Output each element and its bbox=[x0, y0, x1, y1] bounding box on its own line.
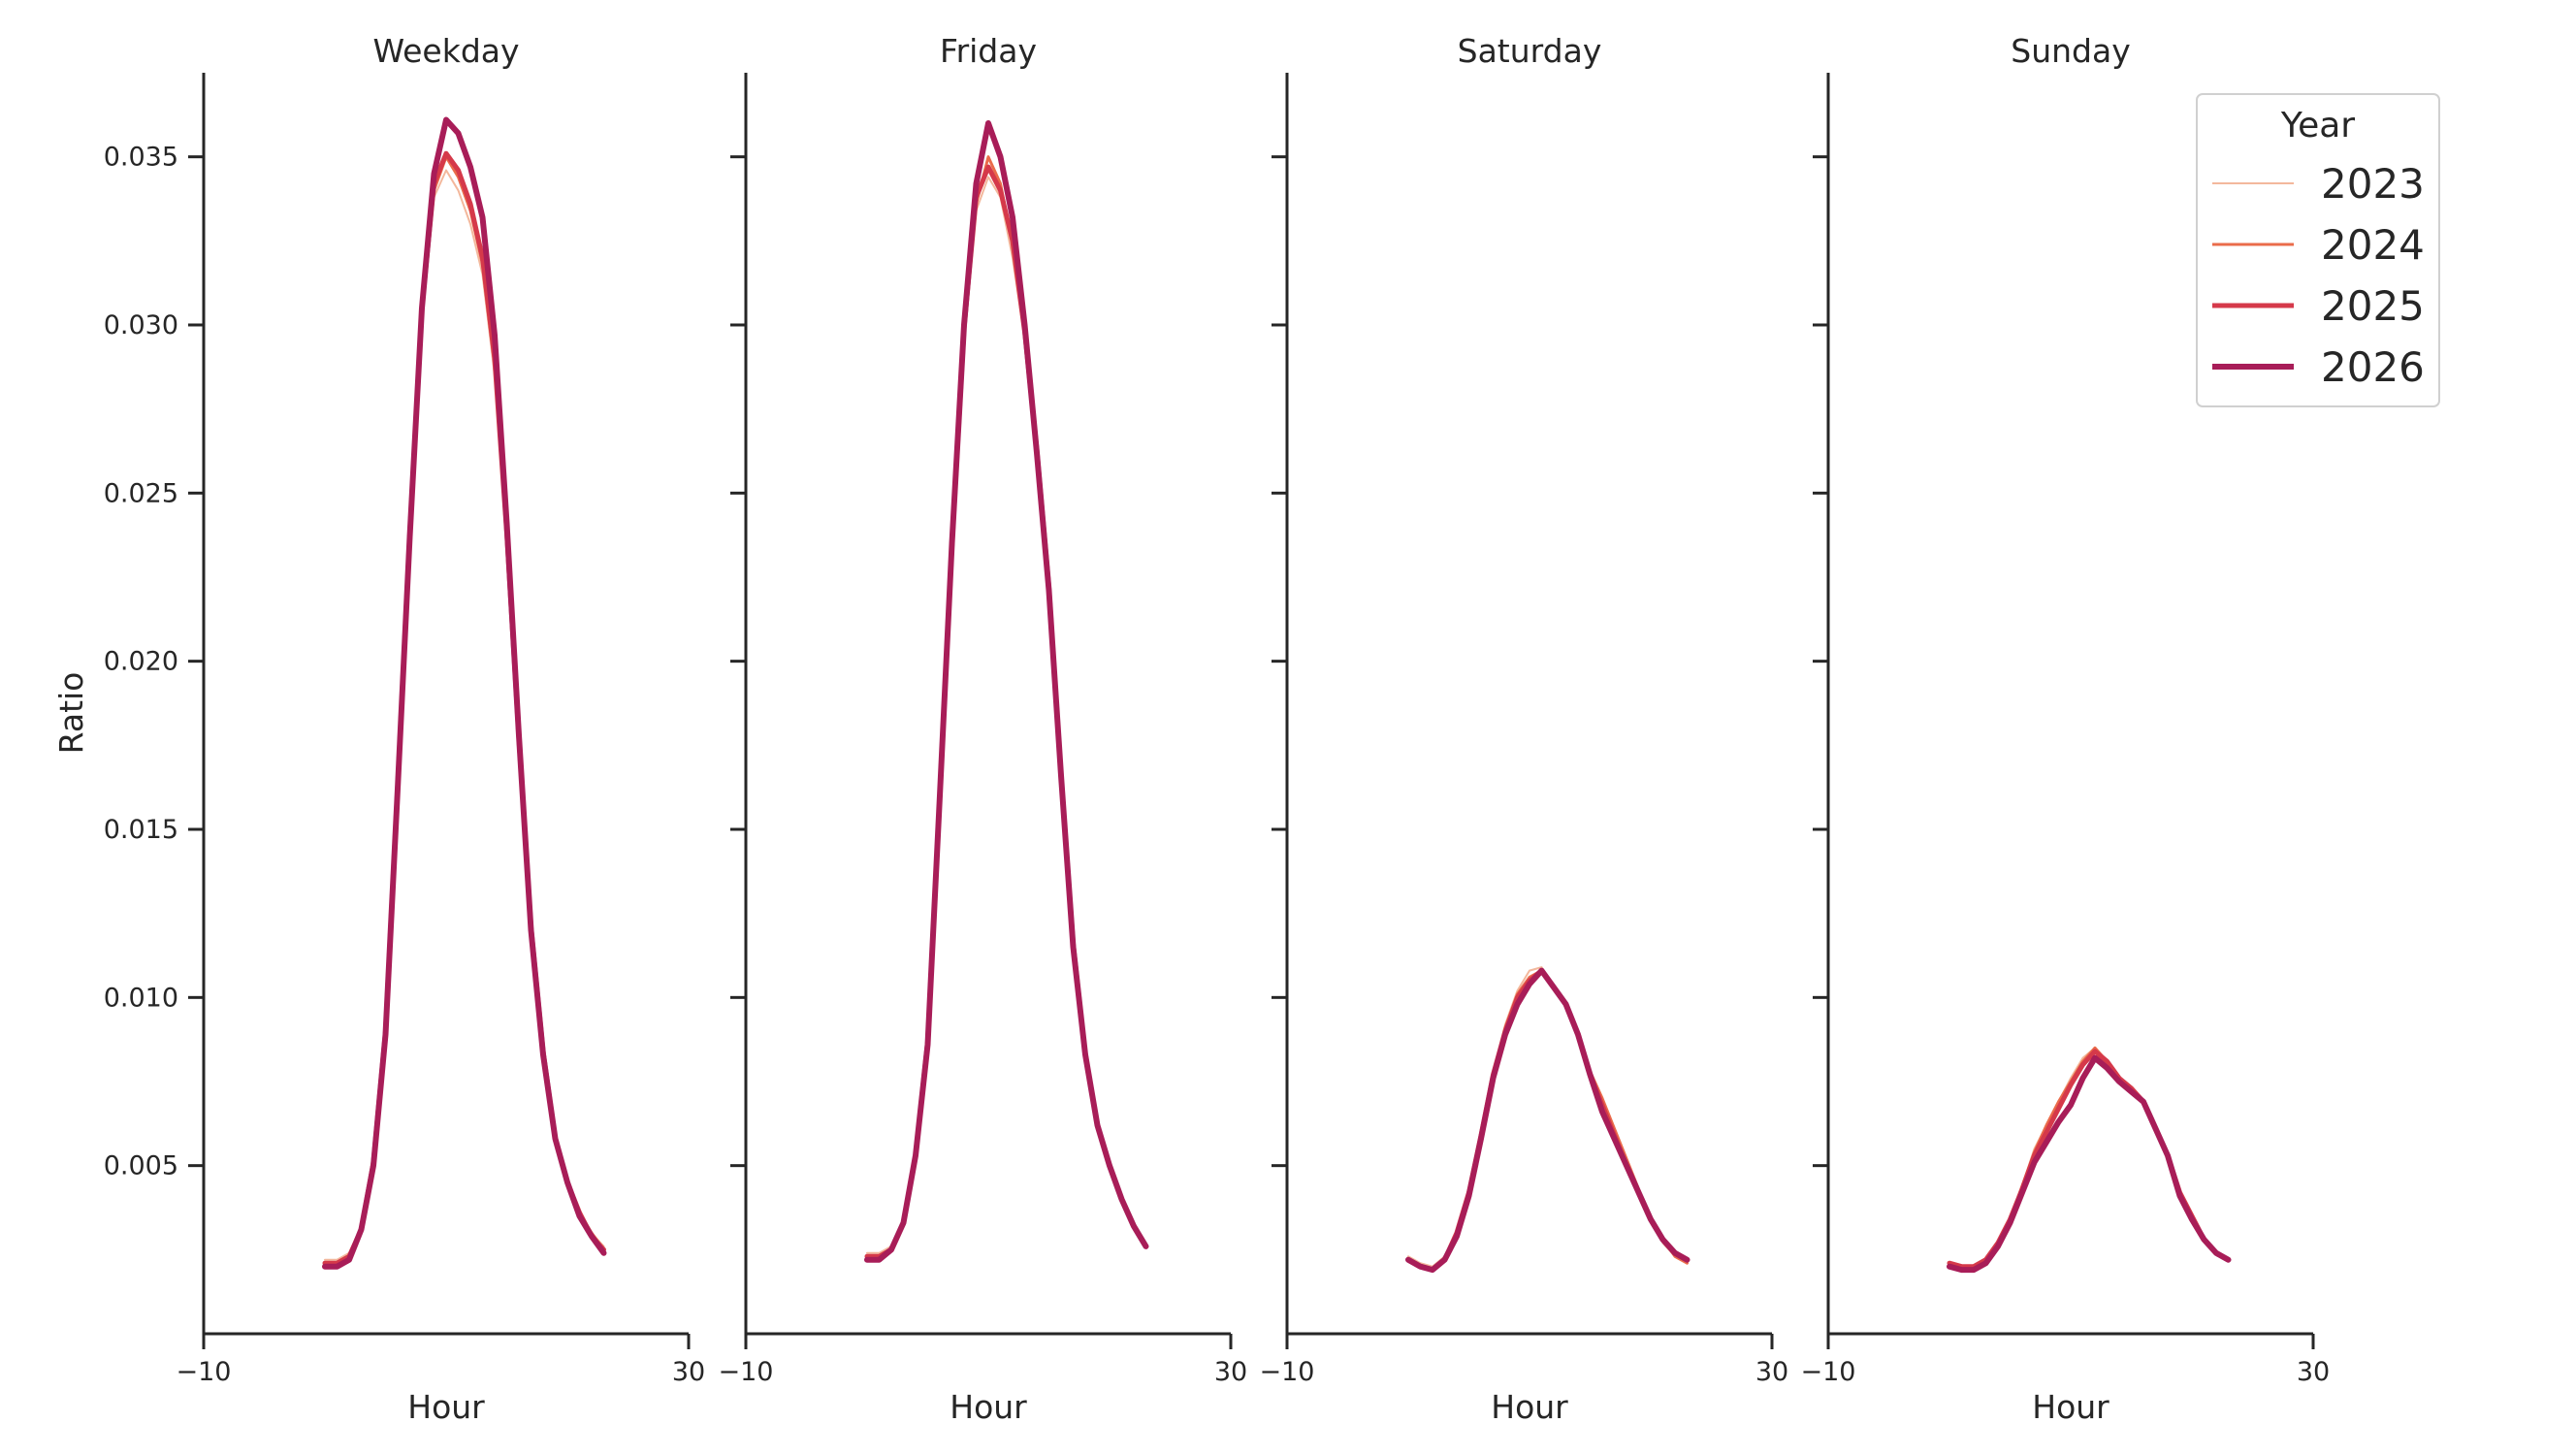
panel-title: Saturday bbox=[1458, 32, 1602, 70]
series-line-2026 bbox=[1947, 1054, 2232, 1274]
x-tick-label: 30 bbox=[672, 1357, 705, 1387]
y-tick-label: 0.030 bbox=[104, 310, 178, 340]
panel-saturday: −10 30 Saturday Hour bbox=[1260, 32, 1789, 1426]
legend-label-2023: 2023 bbox=[2321, 160, 2425, 208]
series-line-2025 bbox=[864, 164, 1148, 1259]
x-tick-label: 30 bbox=[1214, 1357, 1247, 1387]
x-tick-label: −10 bbox=[719, 1357, 774, 1387]
x-tick-label: −10 bbox=[1260, 1357, 1315, 1387]
y-tick-label: 0.005 bbox=[104, 1151, 178, 1181]
legend-label-2024: 2024 bbox=[2321, 221, 2425, 269]
legend-label-2025: 2025 bbox=[2321, 282, 2425, 330]
legend-title: Year bbox=[2280, 106, 2355, 146]
series-line-2025 bbox=[322, 150, 606, 1266]
x-tick-label: 30 bbox=[2297, 1357, 2330, 1387]
y-tick-label: 0.035 bbox=[104, 143, 178, 173]
x-axis-label: Hour bbox=[950, 1388, 1027, 1426]
panel-sunday: −10 30 Sunday Hour bbox=[1801, 32, 2331, 1426]
series-line-2024 bbox=[323, 155, 605, 1265]
x-tick-label: −10 bbox=[177, 1357, 232, 1387]
y-tick-label: 0.015 bbox=[104, 815, 178, 845]
legend-frame bbox=[2196, 93, 2440, 407]
legend: Year 2023 2024 2025 2026 bbox=[2196, 93, 2440, 407]
x-tick-label: −10 bbox=[1801, 1357, 1856, 1387]
series-line-2023 bbox=[1407, 966, 1689, 1268]
x-tick-label: 30 bbox=[1755, 1357, 1788, 1387]
series-line-2025 bbox=[1405, 968, 1690, 1273]
series-line-2025 bbox=[1947, 1049, 2231, 1270]
y-tick-label: 0.020 bbox=[104, 647, 178, 677]
series-line-2023 bbox=[1948, 1047, 2230, 1268]
y-tick-label: 0.025 bbox=[104, 478, 178, 508]
x-axis-label: Hour bbox=[1491, 1388, 1568, 1426]
series-line-2023 bbox=[324, 169, 605, 1261]
series-line-2026 bbox=[864, 120, 1149, 1263]
series-line-2026 bbox=[322, 116, 607, 1270]
x-axis-label: Hour bbox=[2032, 1388, 2109, 1426]
panel-title: Sunday bbox=[2011, 32, 2130, 70]
x-axis-label: Hour bbox=[407, 1388, 485, 1426]
series-line-2024 bbox=[1406, 969, 1689, 1272]
legend-label-2026: 2026 bbox=[2321, 343, 2425, 391]
y-tick-label: 0.010 bbox=[104, 983, 178, 1013]
panel-weekday: 0.005 0.010 0.015 0.020 0.025 0.030 0.035 −10 30… bbox=[104, 32, 705, 1426]
panel-title: Friday bbox=[940, 32, 1037, 70]
panel-title: Weekday bbox=[372, 32, 519, 70]
series-line-2026 bbox=[1405, 967, 1690, 1274]
panel-friday: −10 30 Friday Hour bbox=[719, 32, 1248, 1426]
y-axis-label: Ratio bbox=[52, 672, 90, 755]
series-line-2023 bbox=[866, 176, 1147, 1254]
series-line-2024 bbox=[865, 155, 1147, 1258]
series-line-2024 bbox=[1948, 1046, 2230, 1269]
panels-layer: 0.005 0.010 0.015 0.020 0.025 0.030 0.035 −10 30… bbox=[104, 32, 2330, 1426]
